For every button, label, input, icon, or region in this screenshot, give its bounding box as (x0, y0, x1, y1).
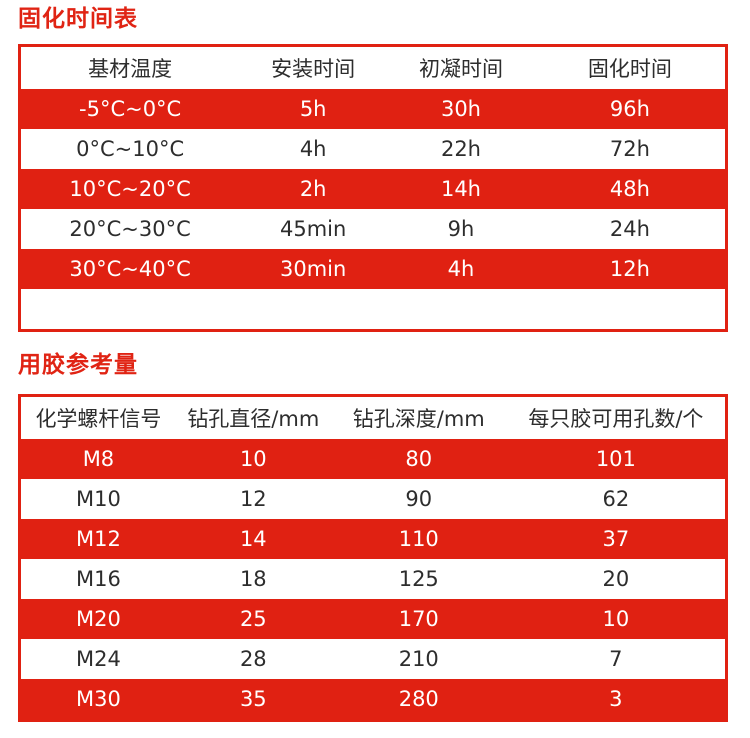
curing-table-cell-3-3: 24h (609, 217, 650, 241)
glue-table-cell-1-2: 90 (405, 487, 433, 511)
glue-table-body: M8 10 80 101 M10 12 90 62 M12 14 110 37 M16 18 125 20 M2… (21, 439, 725, 719)
curing-table-cell-0-1: 5h (299, 97, 327, 121)
curing-table-cell-0-0: -5°C~0°C (79, 97, 182, 121)
glue-table-row-6: M30 35 280 3 (21, 679, 725, 719)
glue-table-cell-5-1: 28 (239, 647, 267, 671)
curing-table-cell-4-0: 30°C~40°C (69, 257, 191, 281)
glue-table-cell-4-1: 25 (239, 607, 267, 631)
glue-table-row-5: M24 28 210 7 (21, 639, 725, 679)
curing-table-cell-0-2: 30h (440, 97, 481, 121)
curing-table-header-row: 基材温度 安装时间 初凝时间 固化时间 (21, 47, 725, 89)
glue-table-cell-3-2: 125 (398, 567, 439, 591)
glue-table-cell-1-3: 62 (602, 487, 630, 511)
glue-table-row-2: M12 14 110 37 (21, 519, 725, 559)
curing-table-cell-3-0: 20°C~30°C (69, 217, 191, 241)
glue-table-cell-6-2: 280 (398, 687, 439, 711)
curing-table-cell-4-1: 30min (279, 257, 347, 281)
curing-table-cell-1-3: 72h (609, 137, 650, 161)
curing-table-cell-4-2: 4h (447, 257, 475, 281)
curing-table-cell-1-0: 0°C~10°C (76, 137, 185, 161)
glue-table-cell-6-0: M30 (76, 687, 121, 711)
curing-table-cell-3-1: 45min (279, 217, 347, 241)
curing-table-title: 固化时间表 (18, 6, 138, 32)
curing-table-cell-2-3: 48h (609, 177, 650, 201)
glue-table-cell-1-1: 12 (239, 487, 267, 511)
glue-table-title: 用胶参考量 (18, 352, 138, 378)
glue-table-cell-2-2: 110 (398, 527, 439, 551)
glue-table-cell-1-0: M10 (76, 487, 121, 511)
glue-table-header-cell-3: 每只胶可用孔数/个 (528, 407, 704, 431)
glue-table-header-row: 化学螺杆信号 钻孔直径/mm 钻孔深度/mm 每只胶可用孔数/个 (21, 397, 725, 439)
glue-table-cell-3-3: 20 (602, 567, 630, 591)
glue-table-header-cell-0: 化学螺杆信号 (35, 407, 162, 431)
glue-table-cell-5-2: 210 (398, 647, 439, 671)
glue-table-header-cell-1: 钻孔直径/mm (187, 407, 320, 431)
curing-table-row-3: 20°C~30°C 45min 9h 24h (21, 209, 725, 249)
curing-table-cell-4-3: 12h (609, 257, 650, 281)
glue-table-cell-0-1: 10 (239, 447, 267, 471)
curing-table-cell-2-0: 10°C~20°C (69, 177, 191, 201)
glue-table-cell-2-3: 37 (602, 527, 630, 551)
curing-table-header-cell-2: 初凝时间 (418, 57, 503, 81)
glue-table-row-1: M10 12 90 62 (21, 479, 725, 519)
curing-table-cell-1-1: 4h (299, 137, 327, 161)
curing-table-header-cell-3: 固化时间 (587, 57, 672, 81)
curing-table-body: -5°C~0°C 5h 30h 96h 0°C~10°C 4h 22h 72h 10°C~20°… (21, 89, 725, 289)
curing-table-cell-2-2: 14h (440, 177, 481, 201)
glue-reference-table: 化学螺杆信号 钻孔直径/mm 钻孔深度/mm 每只胶可用孔数/个 M8 10 80 101 M… (18, 394, 728, 722)
curing-table-header-cell-0: 基材温度 (88, 57, 173, 81)
curing-table-header-cell-1: 安装时间 (271, 57, 356, 81)
glue-table-cell-5-3: 7 (609, 647, 623, 671)
glue-table-header-cell-2: 钻孔深度/mm (352, 407, 485, 431)
glue-table-cell-2-0: M12 (76, 527, 121, 551)
glue-table-cell-3-1: 18 (239, 567, 267, 591)
curing-table-row-0: -5°C~0°C 5h 30h 96h (21, 89, 725, 129)
glue-table-cell-5-0: M24 (76, 647, 121, 671)
glue-table-cell-4-3: 10 (602, 607, 630, 631)
glue-table-cell-0-3: 101 (595, 447, 636, 471)
glue-table-row-0: M8 10 80 101 (21, 439, 725, 479)
glue-table-row-3: M16 18 125 20 (21, 559, 725, 599)
curing-table-cell-2-1: 2h (299, 177, 327, 201)
glue-table-cell-6-1: 35 (239, 687, 267, 711)
glue-table-row-4: M20 25 170 10 (21, 599, 725, 639)
glue-table-cell-4-0: M20 (76, 607, 121, 631)
glue-table-cell-0-2: 80 (405, 447, 433, 471)
curing-table-row-1: 0°C~10°C 4h 22h 72h (21, 129, 725, 169)
curing-table-row-4: 30°C~40°C 30min 4h 12h (21, 249, 725, 289)
glue-table-cell-4-2: 170 (398, 607, 439, 631)
curing-table-row-2: 10°C~20°C 2h 14h 48h (21, 169, 725, 209)
glue-table-cell-6-3: 3 (609, 687, 623, 711)
glue-table-cell-2-1: 14 (239, 527, 267, 551)
curing-table-cell-1-2: 22h (440, 137, 481, 161)
curing-table-empty-row (21, 289, 725, 329)
glue-table-cell-3-0: M16 (76, 567, 121, 591)
curing-table-cell-0-3: 96h (609, 97, 650, 121)
curing-table-cell-3-2: 9h (447, 217, 475, 241)
curing-time-table: 基材温度 安装时间 初凝时间 固化时间 -5°C~0°C 5h 30h 96h 0°C~10°… (18, 44, 728, 332)
glue-table-cell-0-0: M8 (82, 447, 115, 471)
